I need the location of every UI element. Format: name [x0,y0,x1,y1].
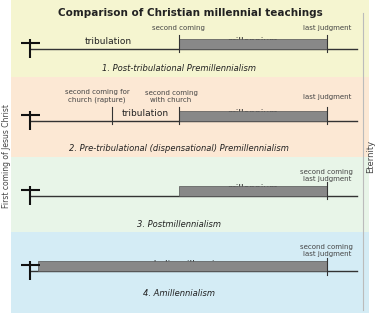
Text: second coming for
church (rapture): second coming for church (rapture) [65,89,129,103]
Text: millennium: millennium [227,109,278,118]
Bar [11,232,369,313]
Text: 1. Post-tribulational Premillennialism: 1. Post-tribulational Premillennialism [101,64,256,73]
Text: last judgment: last judgment [302,94,351,100]
Text: 4. Amillennialism: 4. Amillennialism [142,289,215,298]
Text: tribulation: tribulation [85,37,132,46]
Text: second coming
last judgment: second coming last judgment [300,169,353,182]
Bar [11,156,369,232]
Bar [179,186,327,196]
Bar [179,111,327,121]
Text: tribulation: tribulation [122,109,169,118]
Text: millennium: millennium [227,37,278,46]
Text: 3. Postmillennialism: 3. Postmillennialism [136,220,221,229]
Text: 2. Pre-tribulational (dispensational) Premillennialism: 2. Pre-tribulational (dispensational) Pr… [69,144,288,153]
Text: symbolic millennium: symbolic millennium [135,259,230,269]
Text: First coming of Jesus Christ: First coming of Jesus Christ [2,105,11,208]
Text: second coming
last judgment: second coming last judgment [300,244,353,257]
Text: last judgment: last judgment [302,25,351,31]
Text: Comparison of Christian millennial teachings: Comparison of Christian millennial teach… [58,8,322,18]
Bar [38,261,327,271]
Bar [179,39,327,49]
Text: millennium: millennium [227,184,278,193]
Bar [11,0,369,77]
Text: second coming: second coming [152,25,205,31]
Text: second coming
with church: second coming with church [144,90,198,103]
Bar [11,77,369,156]
Text: Eternity: Eternity [366,140,375,173]
